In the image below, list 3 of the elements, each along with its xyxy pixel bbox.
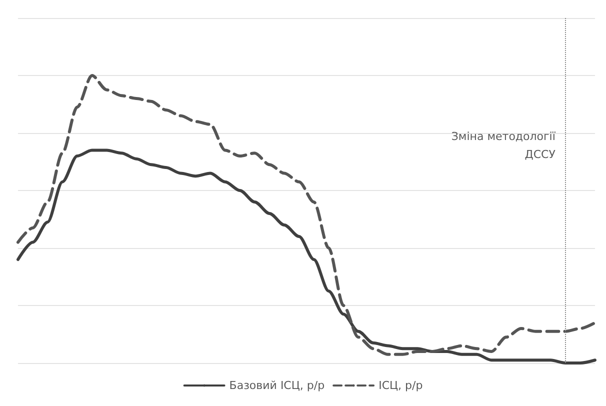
annotation: Зміна методології ДССУ (451, 130, 556, 161)
legend-label: Базовий ІСЦ, р/р (229, 379, 325, 392)
legend-label: ІСЦ, р/р (378, 379, 423, 392)
